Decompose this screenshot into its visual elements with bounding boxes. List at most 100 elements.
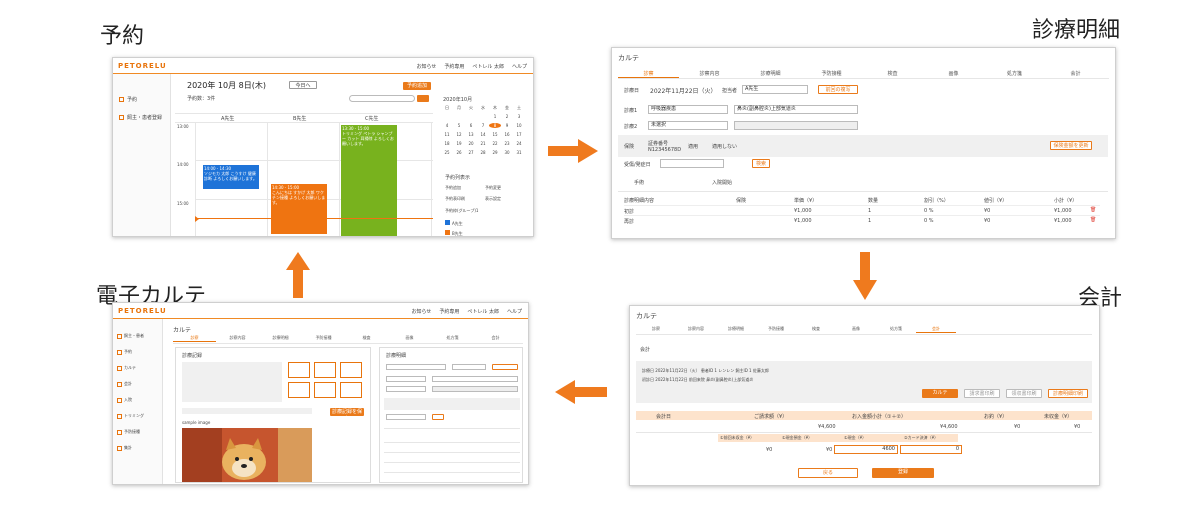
nav-reserve[interactable]: 予約専用 — [439, 309, 460, 315]
calendar-day[interactable]: 2 — [505, 114, 509, 119]
calendar-day[interactable]: 6 — [469, 123, 473, 128]
save-record-button[interactable]: 診療記録を保存 — [330, 408, 364, 422]
sidebar-item[interactable]: 集計 — [117, 445, 132, 451]
nav-news[interactable]: お知らせ — [416, 64, 437, 70]
sidebar-item[interactable]: 会計 — [117, 381, 132, 387]
pen-button[interactable] — [288, 382, 310, 398]
card-input[interactable]: 0 — [900, 445, 962, 454]
sidebar-item[interactable]: 飼主・患者 — [117, 333, 144, 339]
accounting-tab[interactable]: 診療明細 — [728, 326, 744, 331]
sidebar-item-owner[interactable]: 飼主・患者登録 — [119, 114, 162, 121]
calendar-day[interactable]: 22 — [492, 141, 498, 146]
karte-tab[interactable]: 会計 — [491, 335, 500, 340]
accounting-tab[interactable]: 画像 — [852, 326, 860, 331]
add-reservation-button[interactable]: 予約追加 — [403, 82, 431, 90]
tab-account[interactable]: 会計 — [1070, 71, 1081, 77]
karte-tab[interactable]: 処方箋 — [446, 335, 459, 340]
home-button[interactable] — [314, 362, 336, 378]
document-button[interactable] — [314, 382, 336, 398]
calendar-day[interactable]: 26 — [456, 150, 462, 155]
sidebar-item[interactable]: 入院 — [117, 397, 132, 403]
accounting-tab[interactable]: 処方箋 — [890, 326, 902, 331]
list-item-print[interactable]: 予約表印刷 — [445, 196, 465, 201]
list-item-group[interactable]: 予約枠(グループ)1 — [445, 208, 479, 213]
surgery-check[interactable]: 手術 — [634, 180, 645, 186]
calendar-day[interactable]: 23 — [504, 141, 510, 146]
vet-select[interactable]: A先生 — [742, 85, 808, 94]
insurance-not-apply[interactable]: 適用しない — [712, 144, 738, 150]
calendar-day[interactable]: 29 — [492, 150, 498, 155]
karte-tab[interactable]: 診察 — [173, 335, 216, 342]
today-button[interactable]: 今日へ — [289, 81, 317, 89]
injury-date-input[interactable] — [660, 159, 724, 168]
calendar-day[interactable]: 10 — [516, 123, 522, 128]
trash-icon[interactable]: 🗑 — [1090, 207, 1097, 213]
calendar-day[interactable]: 5 — [457, 123, 461, 128]
search-button[interactable] — [417, 95, 429, 102]
calendar-day[interactable]: 28 — [480, 150, 486, 155]
calendar-day[interactable]: 4 — [445, 123, 449, 128]
diagnosis-2-detail-select[interactable] — [734, 121, 858, 130]
sidebar-item-reservation[interactable]: 予約 — [119, 96, 137, 103]
register-button[interactable]: 登録 — [872, 468, 934, 478]
calendar-day[interactable]: 7 — [481, 123, 485, 128]
nav-user[interactable]: ペトレル 太郎 — [467, 309, 499, 315]
medicine-button[interactable] — [340, 382, 362, 398]
nav-user[interactable]: ペトレル 太郎 — [472, 64, 504, 70]
sidebar-item[interactable]: トリミング — [117, 413, 144, 419]
diagnosis-1-detail-select[interactable]: 鼻炎(副鼻腔炎)上部気道炎 — [734, 105, 858, 114]
calendar-day[interactable]: 27 — [468, 150, 474, 155]
calendar-day[interactable]: 13 — [468, 132, 474, 137]
tab-prescription[interactable]: 処方箋 — [1006, 71, 1022, 77]
calendar-day[interactable]: 24 — [516, 141, 522, 146]
calendar-day[interactable]: 19 — [456, 141, 462, 146]
tab-vaccine[interactable]: 予防接種 — [821, 71, 842, 77]
calendar-day[interactable]: 3 — [517, 114, 521, 119]
check-a[interactable]: A先生 — [445, 220, 463, 227]
calendar-day[interactable]: 8 — [489, 123, 501, 128]
admission-check[interactable]: 入院開始 — [712, 180, 733, 186]
nav-news[interactable]: お知らせ — [411, 309, 432, 315]
karte-tab[interactable]: 診療明細 — [272, 335, 289, 340]
calendar-day[interactable]: 12 — [456, 132, 462, 137]
cash-input[interactable]: 4600 — [834, 445, 898, 454]
insurance-apply[interactable]: 適用 — [688, 144, 699, 150]
list-item-add[interactable]: 予約追加 — [445, 185, 461, 190]
calendar-day[interactable]: 25 — [444, 150, 450, 155]
tab-consult[interactable]: 診察 — [618, 70, 679, 78]
copy-previous-button[interactable]: 前回の複写 — [818, 85, 858, 94]
accounting-tab[interactable]: 予防接種 — [768, 326, 784, 331]
sidebar-item[interactable]: カルテ — [117, 365, 136, 371]
list-item-settings[interactable]: 表示設定 — [485, 196, 501, 201]
receipt-print-button[interactable]: 領収書印刷 — [1006, 389, 1042, 398]
appointment-1[interactable]: 14:00 - 14:30 ソジモカ 太郎 こうすけ 健康診断 よろしくお願いしま… — [203, 165, 259, 189]
calendar-day[interactable]: 14 — [480, 132, 486, 137]
calendar-day[interactable]: 11 — [444, 132, 450, 137]
list-item-change[interactable]: 予約変更 — [485, 185, 501, 190]
detail-print-button[interactable]: 診療明細印刷 — [1048, 389, 1088, 398]
calendar-day[interactable]: 1 — [493, 114, 497, 119]
accounting-tab[interactable]: 会計 — [916, 326, 956, 333]
appointment-2[interactable]: 14:30 - 15:00 こんにちは すかげ 太郎 ワクチン接種 よろしくお願い… — [271, 184, 327, 234]
calendar-day[interactable]: 20 — [468, 141, 474, 146]
sidebar-item[interactable]: 予防接種 — [117, 429, 140, 435]
clipboard-button[interactable] — [340, 362, 362, 378]
calendar-day[interactable]: 16 — [504, 132, 510, 137]
nav-help[interactable]: ヘルプ — [511, 64, 527, 70]
calendar-day[interactable]: 31 — [516, 150, 522, 155]
calendar-day[interactable]: 18 — [444, 141, 450, 146]
karte-tab[interactable]: 画像 — [405, 335, 414, 340]
template-button[interactable] — [288, 362, 310, 378]
nav-help[interactable]: ヘルプ — [506, 309, 522, 315]
tab-detail[interactable]: 診療明細 — [760, 71, 781, 77]
calendar-day[interactable]: 21 — [480, 141, 486, 146]
tab-exam[interactable]: 検査 — [887, 71, 898, 77]
tab-content[interactable]: 診察内容 — [699, 71, 720, 77]
calendar-day[interactable]: 30 — [504, 150, 510, 155]
update-insurance-button[interactable]: 保険金額を更新 — [1050, 141, 1092, 150]
sidebar-item[interactable]: 予約 — [117, 349, 132, 355]
karte-tab[interactable]: 予防接種 — [315, 335, 332, 340]
tab-image[interactable]: 画像 — [948, 71, 959, 77]
karte-button[interactable]: カルテ — [922, 389, 958, 398]
search-input[interactable] — [349, 95, 415, 102]
